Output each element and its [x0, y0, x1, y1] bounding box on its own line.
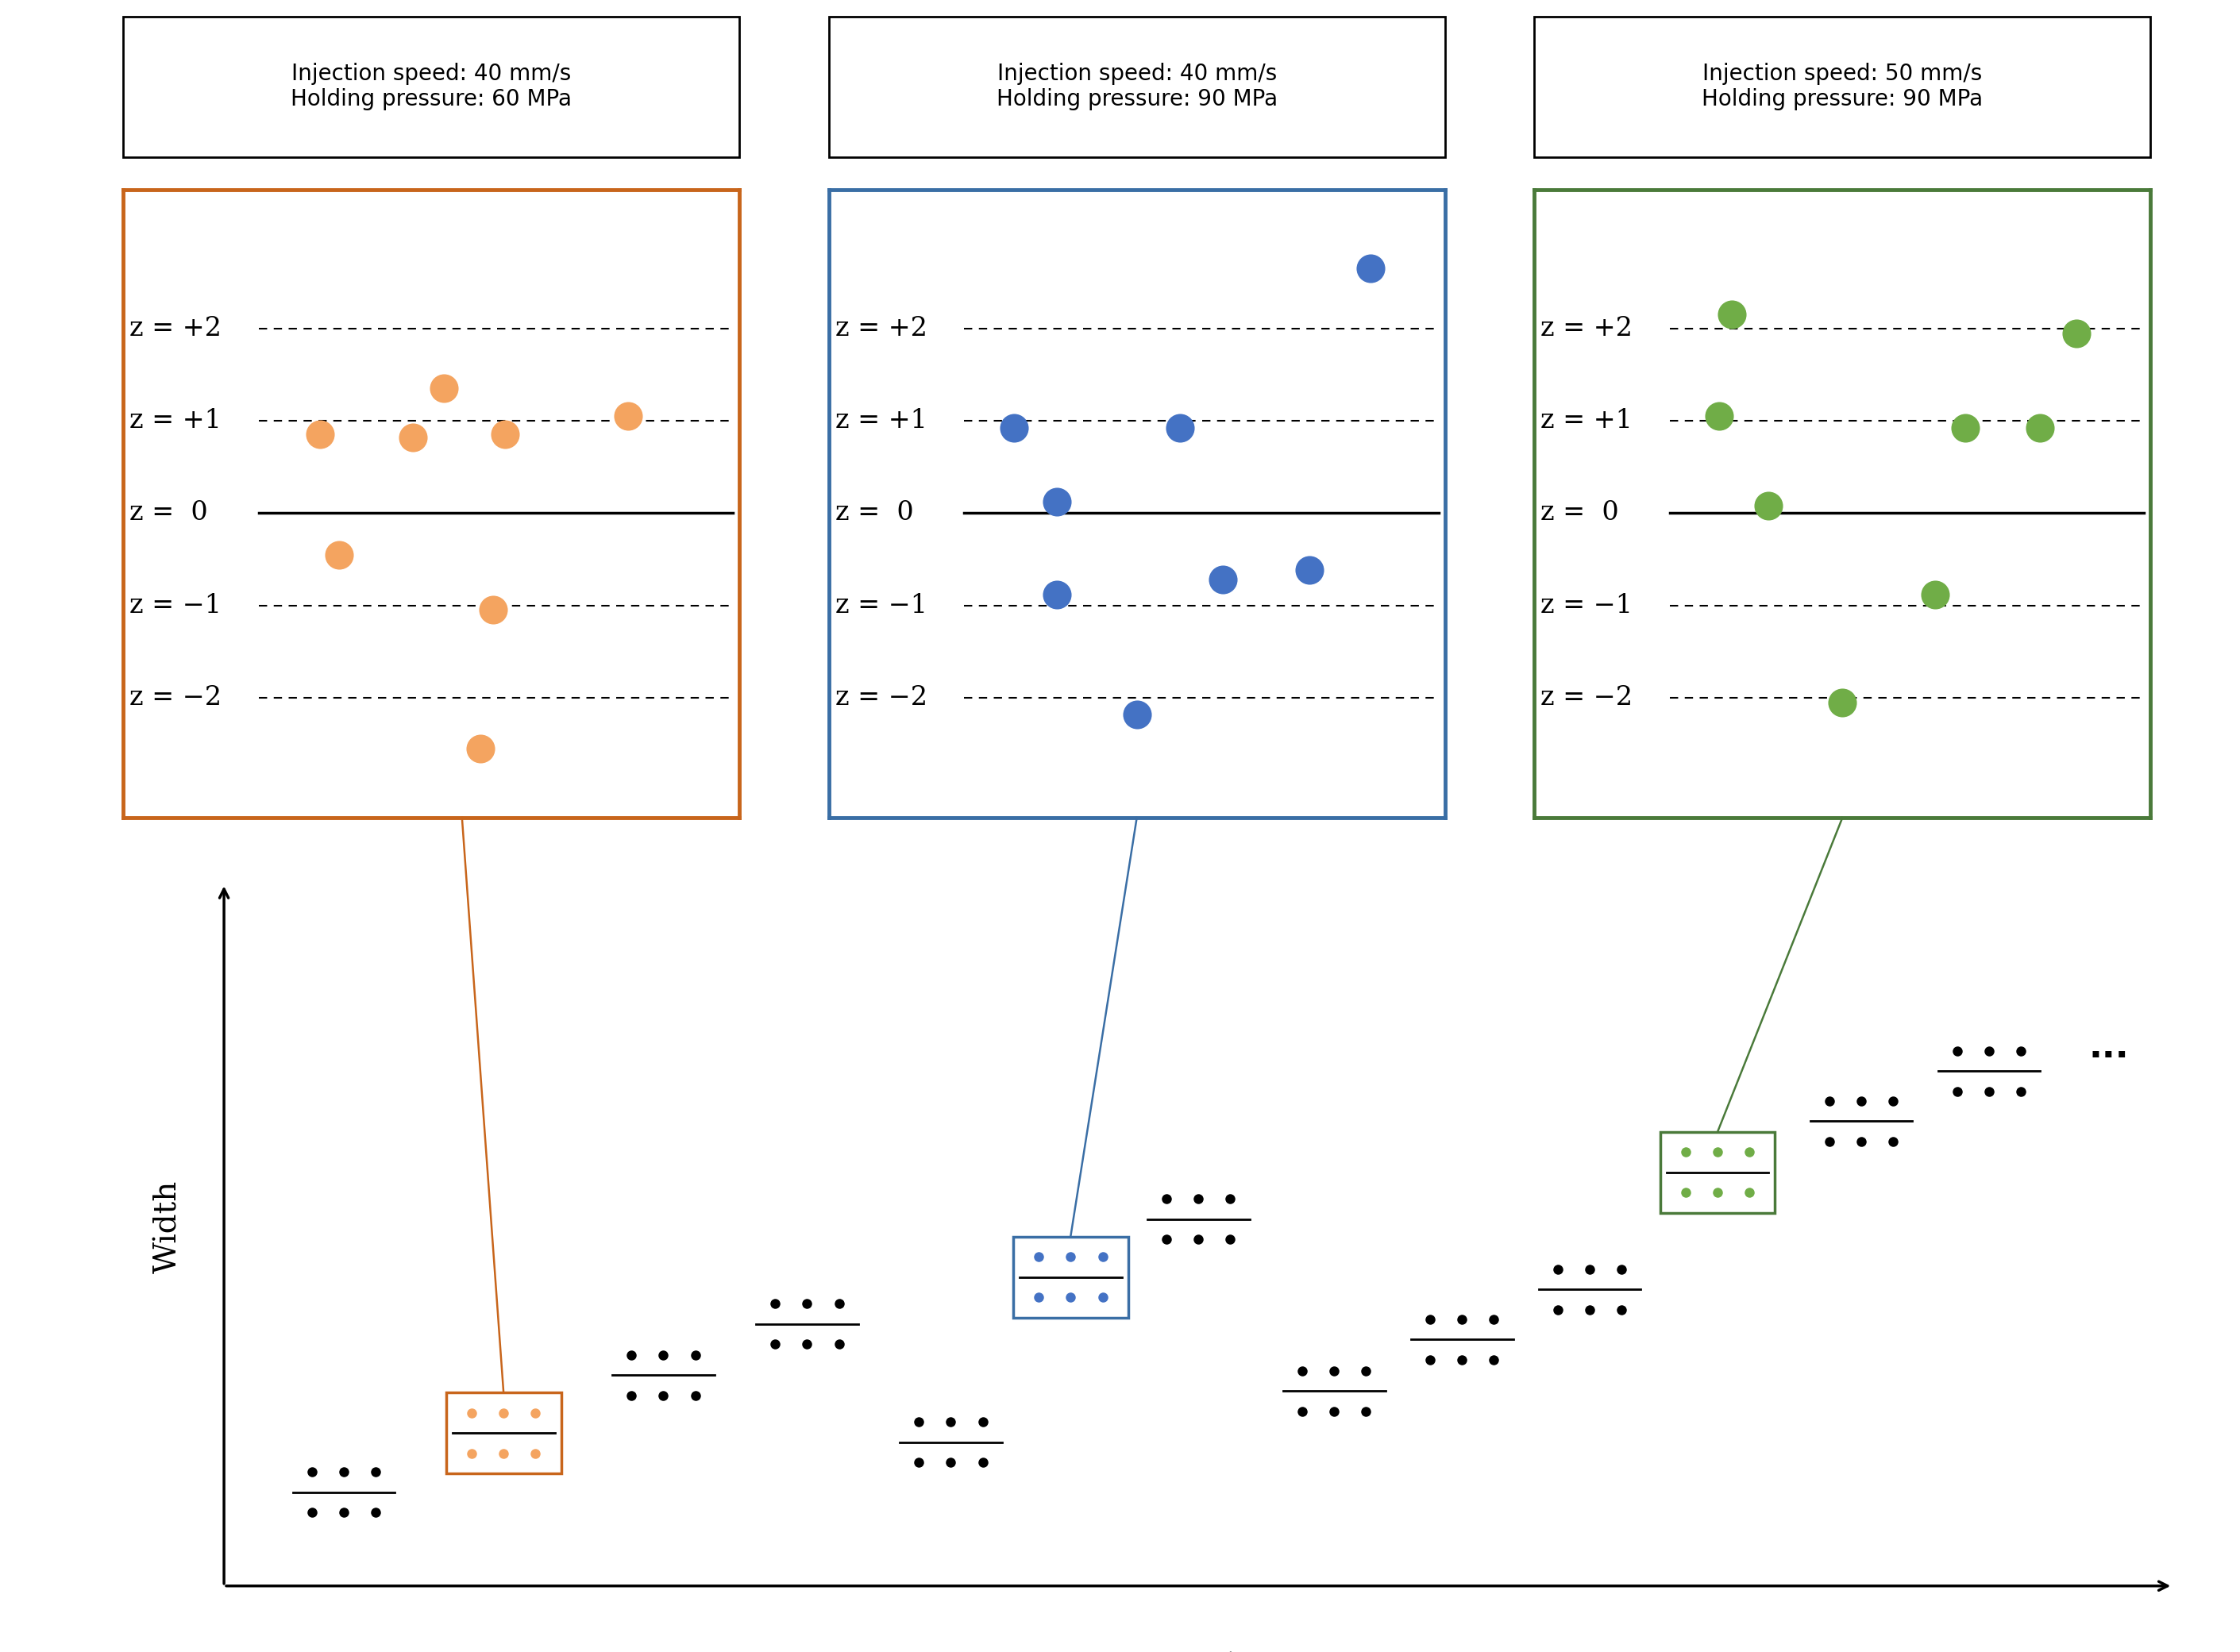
Text: z = +1: z = +1 — [130, 408, 222, 433]
Text: z = +2: z = +2 — [1541, 316, 1633, 342]
Text: Width: Width — [152, 1181, 184, 1274]
Text: z = +2: z = +2 — [836, 316, 927, 342]
Text: ...: ... — [2090, 1031, 2128, 1064]
Text: z =  0: z = 0 — [1541, 501, 1620, 525]
Text: z = −1: z = −1 — [130, 593, 222, 618]
Text: z = −1: z = −1 — [1541, 593, 1633, 618]
Text: z =  0: z = 0 — [130, 501, 208, 525]
Text: z = −2: z = −2 — [1541, 686, 1633, 710]
Bar — [1012, 1236, 1129, 1318]
Bar — [1660, 1132, 1774, 1213]
Text: z = −2: z = −2 — [130, 686, 222, 710]
Text: z = −1: z = −1 — [836, 593, 927, 618]
Text: Injection speed: 40 mm/s
Holding pressure: 60 MPa: Injection speed: 40 mm/s Holding pressur… — [291, 63, 571, 111]
Text: z = +1: z = +1 — [836, 408, 927, 433]
Text: z = +1: z = +1 — [1541, 408, 1633, 433]
Text: z =  0: z = 0 — [836, 501, 914, 525]
Text: z = +2: z = +2 — [130, 316, 222, 342]
Text: z = −2: z = −2 — [836, 686, 927, 710]
Text: Injection speed: 40 mm/s
Holding pressure: 90 MPa: Injection speed: 40 mm/s Holding pressur… — [997, 63, 1277, 111]
Text: Injection speed: 50 mm/s
Holding pressure: 90 MPa: Injection speed: 50 mm/s Holding pressur… — [1702, 63, 1982, 111]
Bar — [446, 1393, 560, 1474]
